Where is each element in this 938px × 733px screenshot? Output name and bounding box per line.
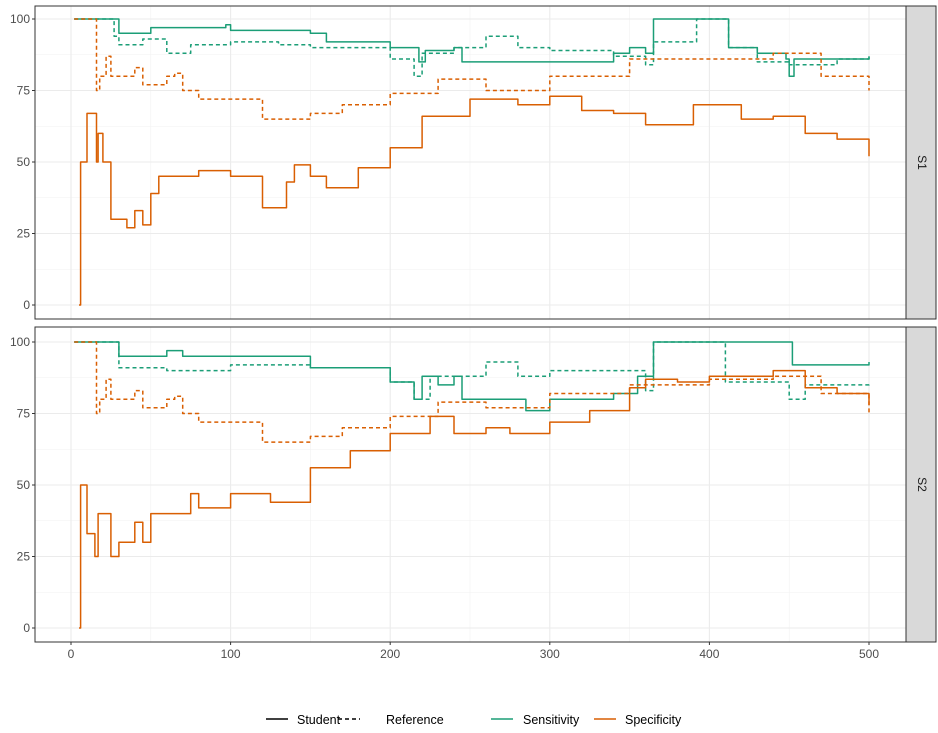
facet-strip	[905, 5, 937, 320]
series-line-student-specificity	[79, 369, 870, 629]
y-tick-label: 100	[10, 335, 30, 349]
series-line-reference-specificity	[74, 341, 870, 443]
y-tick-label: 50	[17, 478, 31, 492]
legend-label-specificity: Specificity	[625, 713, 682, 727]
x-tick-label: 200	[380, 647, 400, 661]
series-line-student-sensitivity	[74, 341, 870, 412]
x-tick-label: 400	[699, 647, 719, 661]
legend-label-sensitivity: Sensitivity	[523, 713, 580, 727]
y-tick-label: 50	[17, 155, 31, 169]
x-axis: 0 100 200 300 400 500	[68, 642, 879, 661]
series-line-reference-sensitivity	[74, 341, 870, 400]
x-tick-label: 300	[540, 647, 560, 661]
y-tick-label: 25	[17, 227, 31, 241]
y-tick-label: 75	[17, 84, 31, 98]
y-tick-label: 0	[23, 621, 30, 635]
legend: Student Reference Sensitivity Specificit…	[266, 713, 682, 727]
panel-s1: 0 25 50 75 100 S1	[10, 5, 937, 320]
x-tick-label: 100	[221, 647, 241, 661]
facet-strip	[905, 326, 937, 643]
y-tick-label: 0	[23, 298, 30, 312]
legend-label-reference: Reference	[386, 713, 444, 727]
y-tick-label: 25	[17, 550, 31, 564]
y-tick-label: 75	[17, 407, 31, 421]
facet-strip-label: S2	[915, 477, 929, 492]
series-line-student-specificity	[79, 95, 870, 306]
y-tick-label: 100	[10, 12, 30, 26]
x-tick-label: 0	[68, 647, 75, 661]
panel-s2: 0 25 50 75 100 S2	[10, 326, 937, 643]
legend-label-student: Student	[297, 713, 341, 727]
series-line-reference-specificity	[74, 18, 870, 120]
facet-strip-label: S1	[915, 155, 929, 170]
x-tick-label: 500	[859, 647, 879, 661]
series-line-student-sensitivity	[74, 18, 870, 77]
